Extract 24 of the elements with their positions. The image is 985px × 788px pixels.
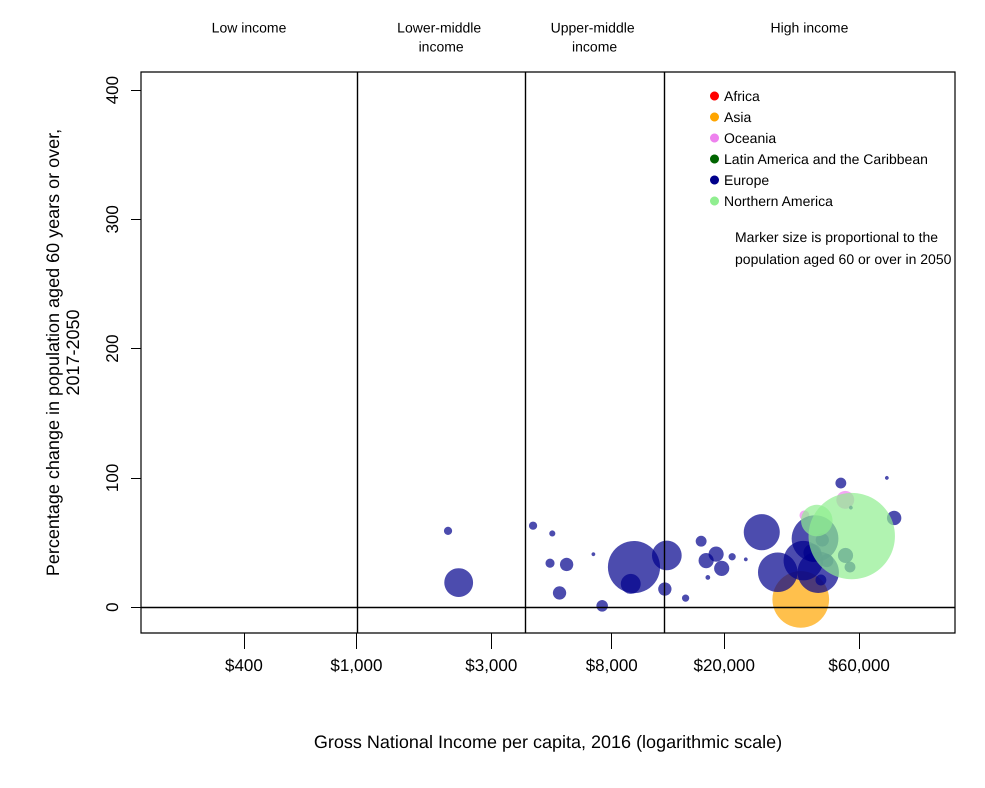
x-tick-label: $1,000 xyxy=(330,656,382,675)
x-axis-title: Gross National Income per capita, 2016 (logarithmic scale) xyxy=(314,732,782,752)
legend-label: Europe xyxy=(724,172,770,188)
y-tick-label: 0 xyxy=(103,602,122,612)
x-tick-label: $8,000 xyxy=(586,656,638,675)
text: Low income xyxy=(212,20,287,36)
legend-label: Asia xyxy=(724,109,752,125)
legend-label: Oceania xyxy=(724,130,776,146)
y-tick-label: 400 xyxy=(103,76,122,104)
annotation: Marker size is proportional to the population aged 60 or over in 2050 xyxy=(735,229,952,267)
x-tick-label: $60,000 xyxy=(828,656,890,675)
legend-label: Latin America and the Caribbean xyxy=(724,151,928,167)
legend-label: Africa xyxy=(724,88,760,104)
y-tick-label: 200 xyxy=(103,334,122,363)
text: Lower-middle income xyxy=(397,20,486,54)
y-tick-label: 300 xyxy=(103,205,122,234)
y-tick-label: 100 xyxy=(103,464,122,492)
legend-label: Northern America xyxy=(724,193,834,209)
x-tick-label: $400 xyxy=(225,656,263,675)
y-axis-title: Percentage change in population aged 60 years or over, 2017-2050 xyxy=(43,128,83,576)
text: High income xyxy=(770,20,849,36)
x-tick-label: $3,000 xyxy=(465,656,518,675)
text: Upper-middle income xyxy=(550,20,639,54)
x-tick-label: $20,000 xyxy=(694,656,755,675)
